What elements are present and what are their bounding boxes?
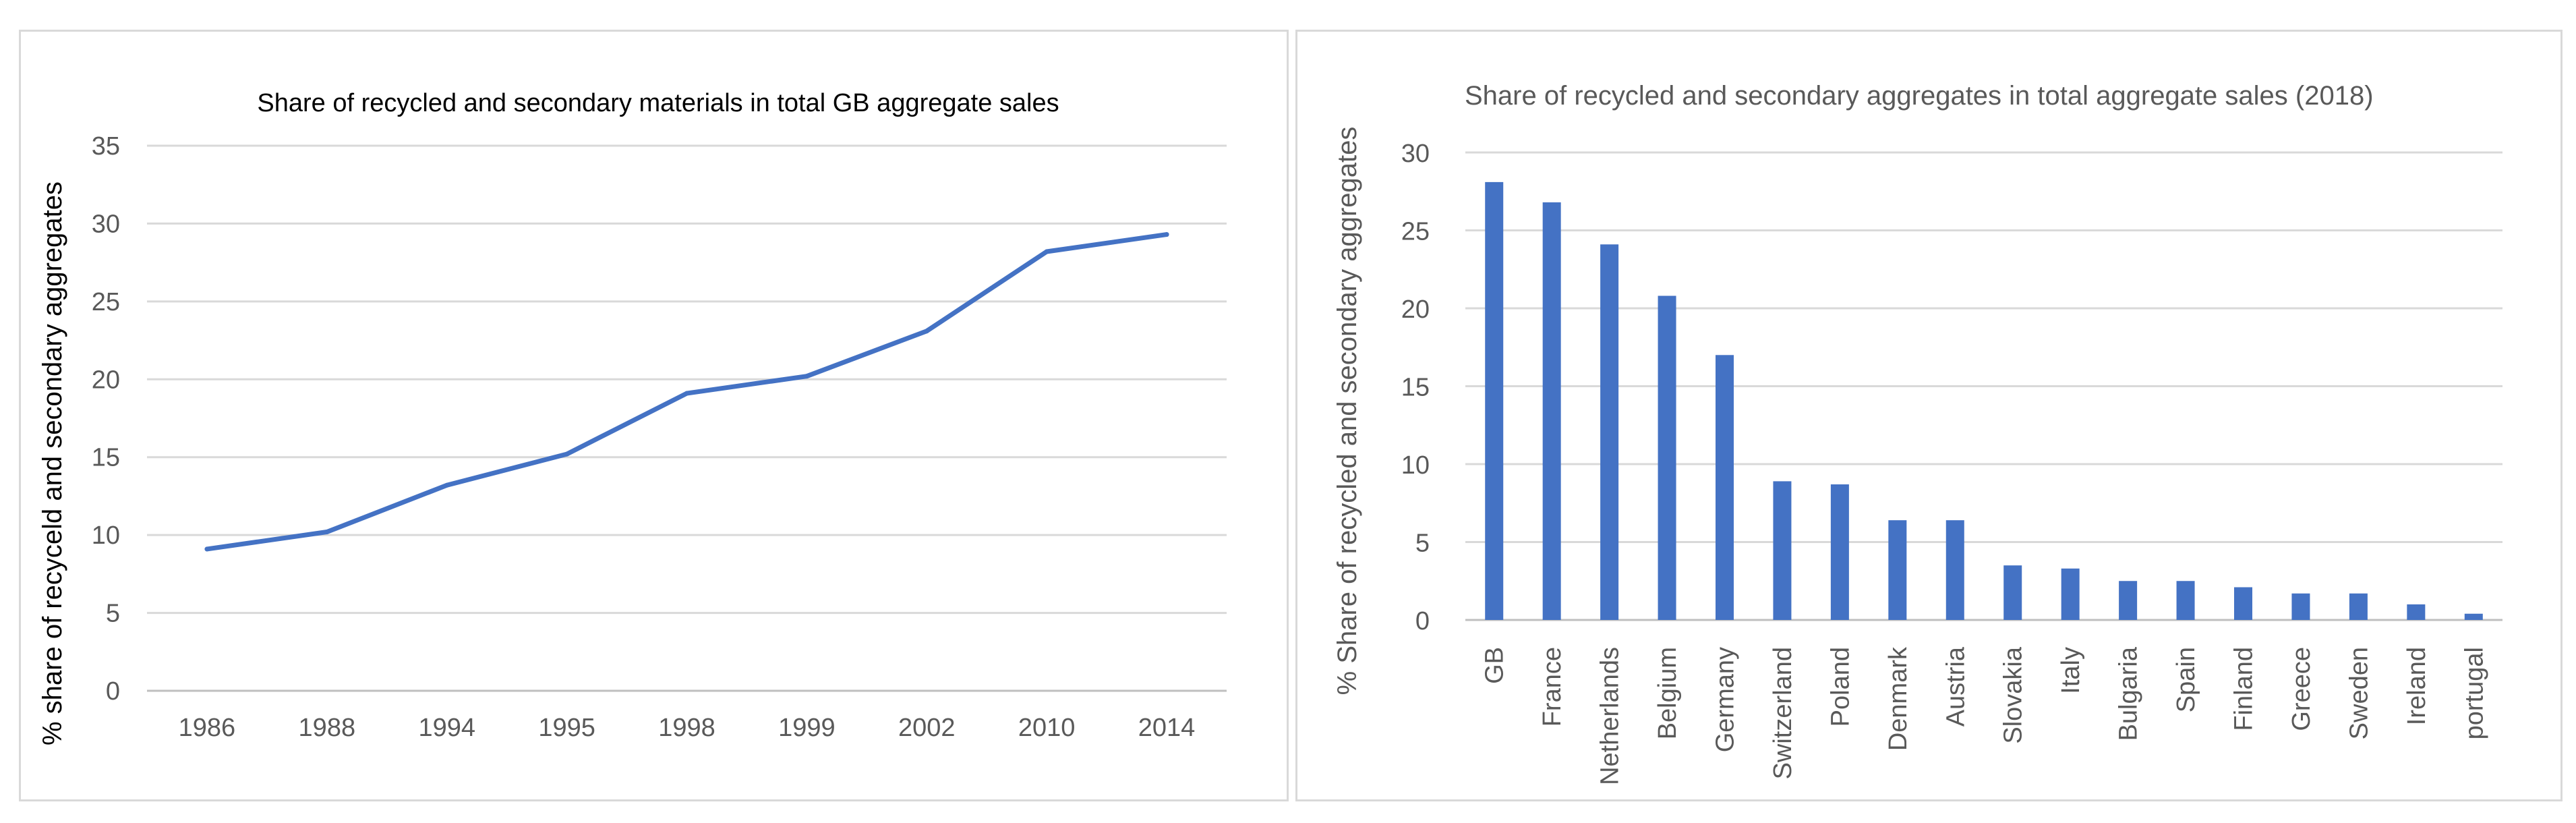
line-chart-title: Share of recycled and secondary material… [257, 89, 1059, 117]
x-tick-label: Austria [1941, 646, 1970, 727]
data-point [1164, 232, 1169, 237]
x-tick-label: Sweden [2345, 647, 2373, 739]
x-tick-label: 1999 [778, 714, 836, 742]
y-tick-label: 15 [92, 444, 120, 472]
data-point [564, 451, 570, 457]
bar-chart-title: Share of recycled and secondary aggregat… [1465, 81, 2374, 111]
x-tick-label: Germany [1711, 647, 1740, 752]
line-chart-panel: Share of recycled and secondary material… [19, 30, 1289, 801]
data-point [204, 546, 210, 552]
y-tick-label: 25 [92, 288, 120, 316]
bar [1542, 202, 1561, 620]
bar-chart: Share of recycled and secondary aggregat… [1333, 81, 2502, 785]
x-tick-label: GB [1481, 647, 1509, 684]
y-tick-label: 15 [1401, 374, 1430, 402]
bar [1945, 520, 1964, 620]
bar [2464, 613, 2483, 620]
x-tick-label: Netherlands [1596, 647, 1624, 785]
bar [1888, 520, 1907, 620]
data-point [804, 374, 809, 379]
x-tick-label: 2014 [1138, 714, 1196, 742]
bar [2234, 587, 2252, 620]
y-tick-label: 20 [92, 366, 120, 394]
y-tick-label: 35 [92, 132, 120, 161]
y-tick-label: 5 [1415, 530, 1430, 558]
bar [1830, 484, 1849, 620]
x-tick-label: 1988 [299, 714, 356, 742]
x-tick-label: 2002 [898, 714, 956, 742]
data-point [324, 530, 330, 535]
x-tick-label: Greece [2287, 647, 2316, 731]
y-tick-label: 0 [106, 677, 120, 706]
y-tick-label: 20 [1401, 295, 1430, 324]
x-tick-label: Denmark [1884, 646, 1912, 751]
bar [1485, 181, 1504, 620]
line-chart: Share of recycled and secondary material… [38, 89, 1227, 745]
y-tick-label: 5 [106, 600, 120, 628]
bar [2176, 581, 2195, 620]
y-tick-label: 30 [1401, 140, 1430, 168]
x-tick-label: 2010 [1018, 714, 1076, 742]
bar [2291, 593, 2310, 620]
bar [1658, 295, 1676, 620]
bar [2003, 565, 2022, 620]
bar-chart-y-axis-label: % Share of recycled and secondary aggreg… [1333, 127, 1362, 696]
y-tick-label: 0 [1415, 607, 1430, 635]
bar [1773, 481, 1792, 620]
bar [2407, 604, 2426, 620]
x-tick-label: Spain [2172, 647, 2200, 712]
x-tick-label: Italy [2057, 647, 2085, 694]
x-tick-label: Belgium [1653, 647, 1682, 739]
bar [2061, 568, 2080, 620]
y-tick-label: 10 [92, 521, 120, 550]
x-tick-label: Finland [2230, 647, 2258, 731]
x-tick-label: Switzerland [1769, 647, 1797, 779]
data-point [684, 391, 689, 396]
data-point [924, 329, 929, 334]
x-tick-label: 1998 [658, 714, 715, 742]
x-tick-label: 1986 [179, 714, 236, 742]
bar [1716, 355, 1734, 620]
x-tick-label: 1995 [538, 714, 595, 742]
x-tick-label: France [1538, 647, 1567, 727]
x-tick-label: Ireland [2403, 647, 2431, 725]
bar [2119, 581, 2138, 620]
data-point [444, 482, 450, 488]
x-tick-label: Bulgaria [2115, 646, 2143, 741]
data-point [1044, 249, 1049, 254]
x-tick-label: 1994 [418, 714, 475, 742]
bar [2349, 593, 2368, 620]
x-tick-label: portugal [2460, 647, 2488, 739]
y-tick-label: 25 [1401, 218, 1430, 246]
bar-chart-panel: Share of recycled and secondary aggregat… [1295, 30, 2563, 801]
x-tick-label: Poland [1826, 647, 1854, 727]
line-chart-y-axis-label: % share of recyceld and secondary aggreg… [38, 181, 67, 745]
y-tick-label: 10 [1401, 451, 1430, 480]
bar [1600, 244, 1619, 620]
y-tick-label: 30 [92, 210, 120, 238]
x-tick-label: Slovakia [1999, 646, 2028, 743]
